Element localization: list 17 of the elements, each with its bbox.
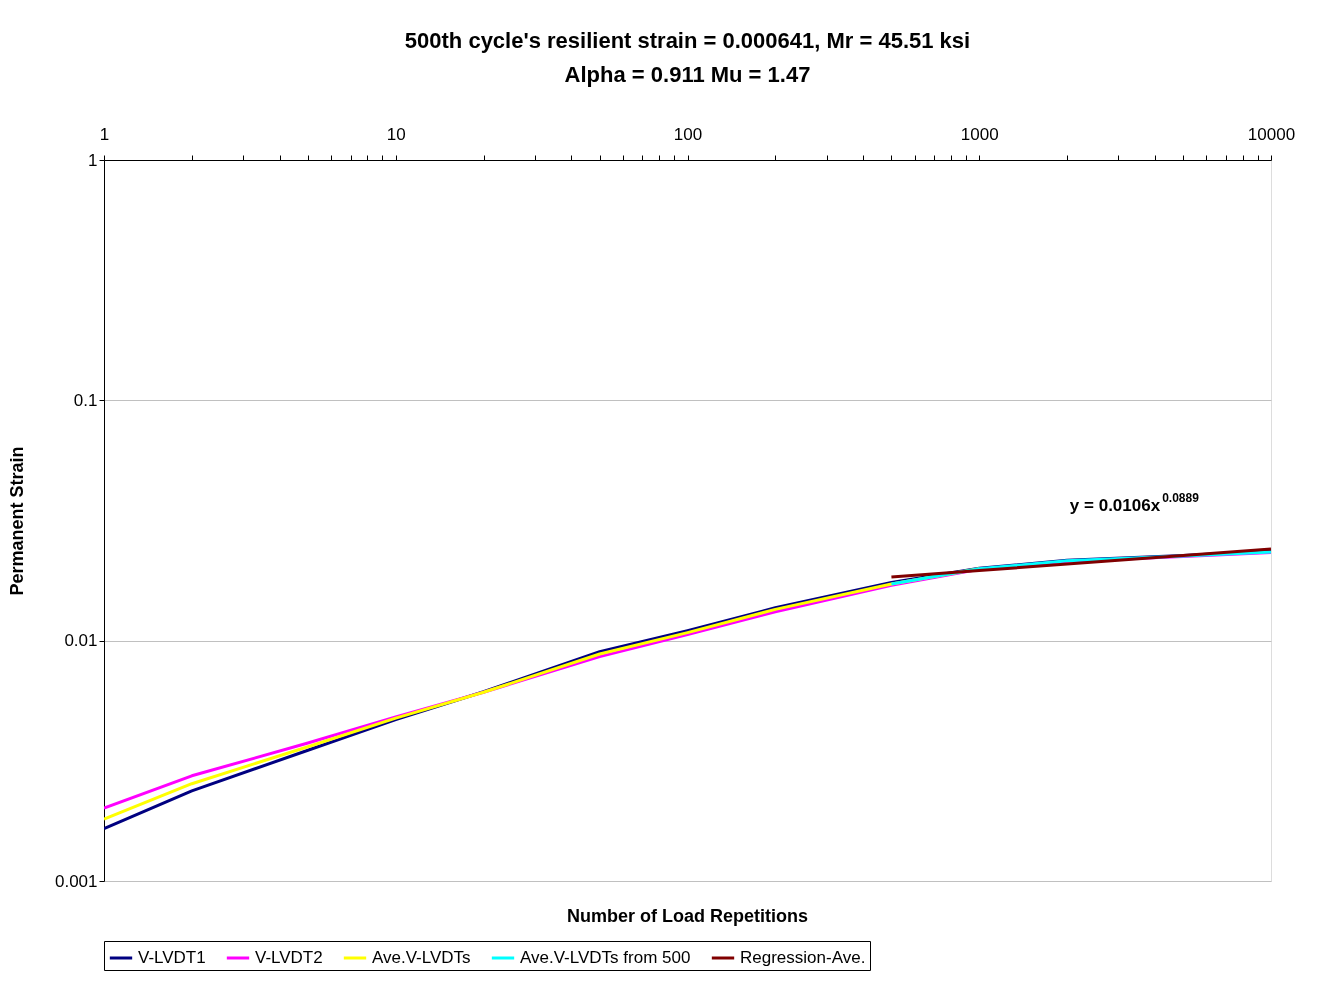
x-axis-title: Number of Load Repetitions	[566, 906, 809, 926]
text: 500th cycle's resilient strain = 0.000641, Mr = 45.51 ksi	[404, 28, 971, 53]
y-axis-title: Permanent Strain	[6, 446, 27, 596]
x-tick-label: 10	[386, 124, 406, 144]
x-tick-label: 1000	[960, 124, 999, 144]
legend-label: Ave.V-LVDTs	[372, 948, 471, 967]
legend-label: Ave.V-LVDTs from 500	[520, 948, 691, 967]
x-tick-label: 100	[673, 124, 703, 144]
legend-label: V-LVDT2	[255, 948, 323, 967]
y-tick-label: 0.1	[73, 390, 98, 410]
y-tick-label: 0.001	[54, 871, 98, 891]
legend-label: Regression-Ave.	[740, 948, 866, 967]
text: Alpha = 0.911 Mu = 1.47	[564, 62, 811, 87]
x-tick-label: 10000	[1247, 124, 1296, 144]
y-tick-label: 1	[88, 150, 98, 170]
y-tick-label: 0.01	[64, 631, 98, 651]
legend-label: V-LVDT1	[138, 948, 206, 967]
